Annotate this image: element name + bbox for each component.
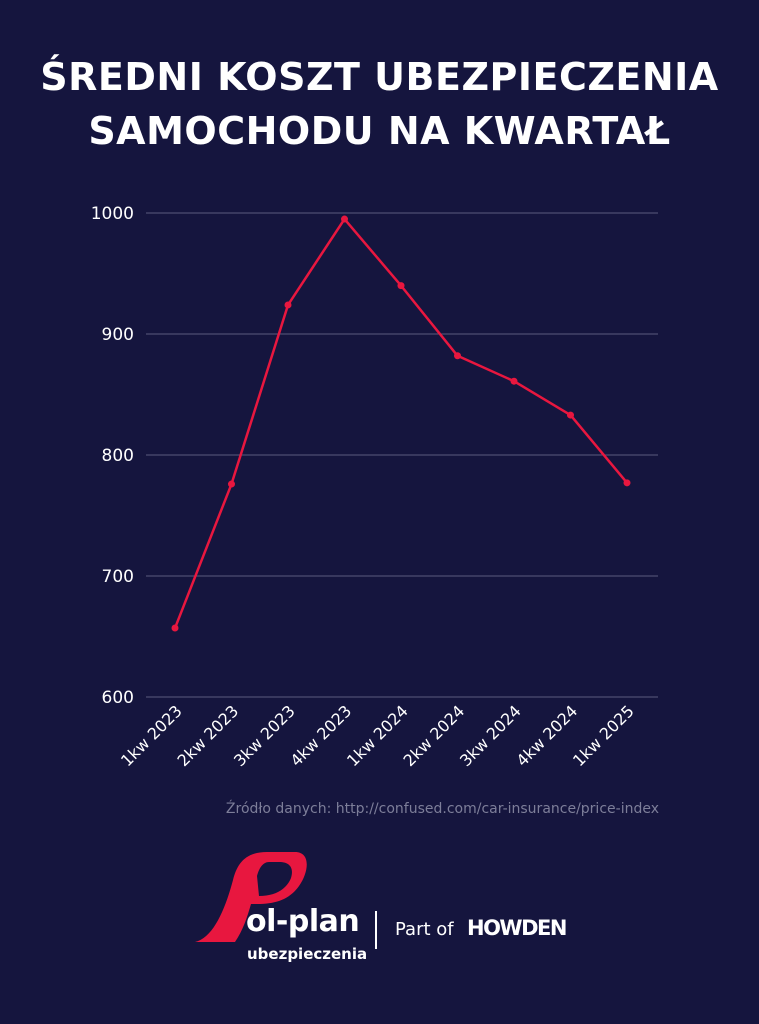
data-point [228,480,235,488]
x-tick-label: 1kw 2025 [569,701,638,770]
y-tick-label: 900 [102,325,134,345]
data-source-note: Źródło danych: http://confused.com/car-i… [225,801,659,817]
y-axis-ticks: 600 700 800 900 1000 [91,204,134,708]
brand-subtitle: ubezpieczenia [247,945,368,963]
data-point [623,479,631,487]
data-point [510,377,518,385]
part-of-label: Part of [395,919,454,940]
data-point [284,301,292,309]
data-point [567,411,574,419]
gridlines [146,212,658,698]
chart-title-line-1: ŚREDNI KOSZT UBEZPIECZENIA [40,55,719,99]
footer [0,850,759,970]
y-tick-label: 1000 [91,204,134,224]
data-point [397,282,405,290]
footer-divider [375,911,377,949]
data-point [171,624,179,632]
data-point [454,352,461,360]
y-tick-label: 600 [102,688,134,708]
chart-title-line-2: SAMOCHODU NA KWARTAŁ [88,109,671,153]
pol-plan-logo-icon [195,852,307,942]
brand-name: ol-plan [246,904,360,939]
y-tick-label: 700 [102,567,134,587]
howden-logo: HOWDEN [467,916,567,940]
data-point [341,215,348,223]
series-line [173,217,628,629]
chart-title: ŚREDNI KOSZT UBEZPIECZENIA SAMOCHODU NA … [0,50,759,158]
y-tick-label: 800 [102,446,134,466]
series-layer [171,215,631,632]
